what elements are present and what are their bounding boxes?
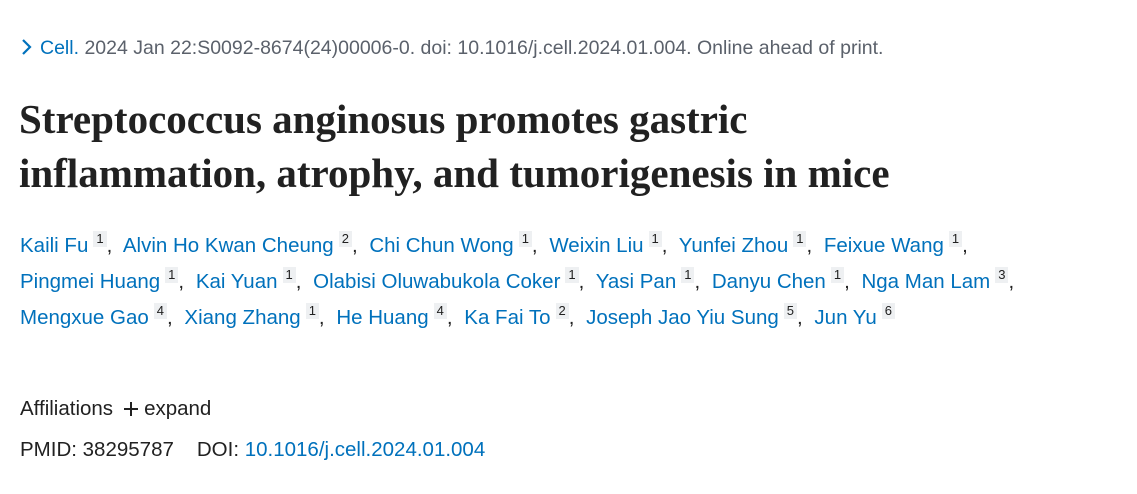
citation-details: 2024 Jan 22:S0092-8674(24)00006-0. doi: …	[84, 37, 884, 59]
journal-link[interactable]: Cell.	[40, 37, 80, 59]
doi-link[interactable]: 10.1016/j.cell.2024.01.004	[244, 438, 486, 461]
doi-label: DOI:	[196, 438, 240, 461]
author-name[interactable]: Danyu Chen	[711, 270, 826, 293]
author: Kai Yuan 1,	[195, 267, 308, 293]
affiliations: Affiliations expand	[20, 397, 211, 421]
affiliation-number[interactable]: 4	[433, 303, 447, 319]
author: Xiang Zhang 1,	[184, 303, 330, 329]
separator: ,	[167, 306, 173, 329]
affiliation-number[interactable]: 1	[165, 267, 179, 283]
separator: ,	[844, 270, 850, 293]
affiliation-number[interactable]: 6	[881, 303, 895, 319]
author-name[interactable]: Yunfei Zhou	[678, 234, 789, 257]
author: Feixue Wang 1,	[823, 231, 974, 257]
plus-icon[interactable]	[123, 401, 139, 417]
separator: ,	[797, 306, 803, 329]
author-name[interactable]: Chi Chun Wong	[369, 234, 514, 257]
separator: ,	[446, 306, 453, 329]
author: Mengxue Gao 4,	[20, 303, 179, 329]
author-name[interactable]: Feixue Wang	[823, 234, 944, 257]
separator: ,	[962, 234, 968, 257]
separator: ,	[295, 270, 302, 293]
author-name[interactable]: Weixin Liu	[549, 234, 644, 257]
affiliation-number[interactable]: 1	[793, 231, 807, 247]
separator: ,	[806, 234, 813, 257]
separator: ,	[351, 234, 358, 257]
citation: Cell. 2024 Jan 22:S0092-8674(24)00006-0.…	[20, 37, 883, 60]
affiliation-number[interactable]: 1	[830, 267, 845, 283]
affiliation-number[interactable]: 3	[995, 267, 1009, 283]
affiliation-number[interactable]: 1	[948, 231, 963, 247]
author-name[interactable]: Olabisi Oluwabukola Coker	[313, 270, 561, 293]
pmid-label: PMID:	[20, 438, 77, 461]
separator: ,	[531, 234, 538, 257]
affiliation-number[interactable]: 1	[282, 267, 296, 283]
author: Olabisi Oluwabukola Coker 1,	[313, 267, 590, 293]
author-name[interactable]: Xiang Zhang	[184, 306, 301, 329]
author: Yunfei Zhou 1,	[678, 231, 818, 257]
author-name[interactable]: Alvin Ho Kwan Cheung	[122, 234, 334, 257]
article-title: Streptococcus anginosus promotes gastric…	[19, 96, 890, 196]
author-name[interactable]: He Huang	[336, 306, 429, 329]
author-name[interactable]: Kaili Fu	[20, 234, 89, 257]
author: Jun Yu 6	[814, 303, 895, 329]
author-list: Kaili Fu 1, Alvin Ho Kwan Cheung 2, Chi Ch…	[20, 228, 1115, 336]
separator: ,	[318, 306, 325, 329]
expand-toggle[interactable]: expand	[144, 397, 212, 420]
author-name[interactable]: Ka Fai To	[464, 306, 551, 329]
separator: ,	[568, 306, 575, 329]
author: Danyu Chen 1,	[711, 267, 856, 293]
author-name[interactable]: Yasi Pan	[595, 270, 677, 293]
affiliation-number[interactable]: 1	[93, 231, 107, 247]
author-name[interactable]: Kai Yuan	[195, 270, 278, 293]
author: Pingmei Huang 1,	[20, 267, 190, 293]
affiliations-label: Affiliations	[20, 397, 114, 420]
separator: ,	[1008, 270, 1015, 293]
separator: ,	[661, 234, 668, 257]
author-name[interactable]: Mengxue Gao	[20, 306, 149, 329]
separator: ,	[578, 270, 585, 293]
identifiers: PMID: 38295787 DOI: 10.1016/j.cell.2024.0…	[20, 438, 485, 462]
affiliation-number[interactable]: 5	[783, 303, 798, 319]
author: Yasi Pan 1,	[595, 267, 706, 293]
author-name[interactable]: Nga Man Lam	[861, 270, 991, 293]
author: Weixin Liu 1,	[549, 231, 673, 257]
author: Kaili Fu 1,	[20, 231, 118, 257]
affiliation-number[interactable]: 1	[305, 303, 319, 319]
author: Nga Man Lam 3,	[861, 267, 1020, 293]
author: Alvin Ho Kwan Cheung 2,	[122, 231, 364, 257]
chevron-icon	[22, 39, 32, 55]
separator: ,	[694, 270, 701, 293]
author-name[interactable]: Pingmei Huang	[20, 270, 161, 293]
affiliation-number[interactable]: 2	[555, 303, 569, 319]
author-name[interactable]: Jun Yu	[814, 306, 877, 329]
author: Ka Fai To 2,	[464, 303, 580, 329]
separator: ,	[178, 270, 185, 293]
author: Joseph Jao Yiu Sung 5,	[586, 303, 809, 329]
separator: ,	[106, 234, 113, 257]
pmid: 38295787	[82, 438, 174, 461]
author: Chi Chun Wong 1,	[369, 231, 543, 257]
author-name[interactable]: Joseph Jao Yiu Sung	[586, 306, 779, 329]
affiliation-number[interactable]: 4	[153, 303, 168, 319]
affiliation-number[interactable]: 1	[681, 267, 695, 283]
affiliation-number[interactable]: 2	[338, 231, 352, 247]
affiliation-number[interactable]: 1	[648, 231, 662, 247]
affiliation-number[interactable]: 1	[518, 231, 532, 247]
author: He Huang 4,	[336, 303, 458, 329]
affiliation-number[interactable]: 1	[565, 267, 579, 283]
